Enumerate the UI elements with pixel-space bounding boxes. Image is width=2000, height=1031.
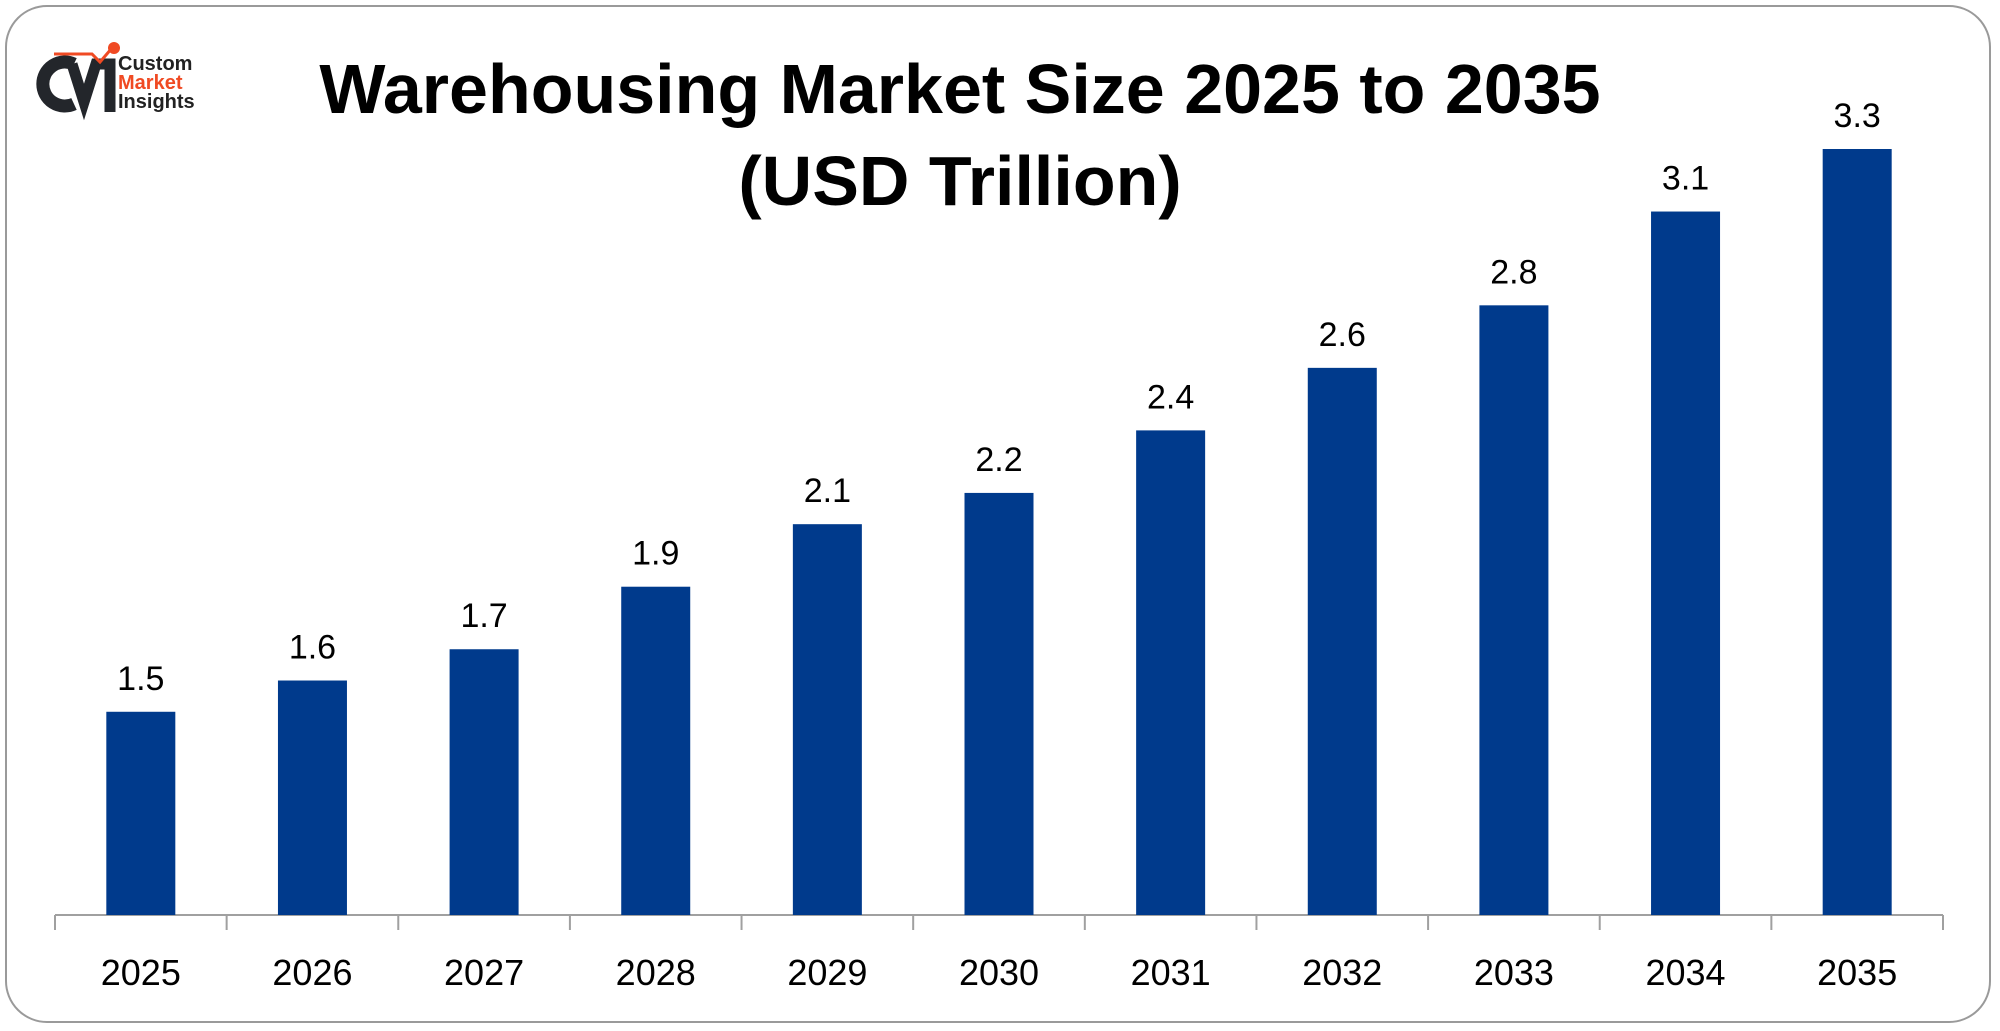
chart-frame [5, 5, 1991, 1023]
bar [1307, 367, 1377, 915]
x-tick-label: 2032 [1302, 952, 1382, 993]
bar [1479, 305, 1549, 915]
bar [1822, 149, 1892, 915]
logo [34, 42, 204, 122]
x-tick-label: 2029 [787, 952, 867, 993]
data-label: 2.8 [1490, 253, 1537, 291]
chart-title: Warehousing Market Size 2025 to 2035 [319, 50, 1601, 128]
cmi-logo-mark-icon [36, 42, 120, 121]
x-tick-label: 2035 [1817, 952, 1897, 993]
bar [1651, 211, 1721, 915]
chart-subtitle: (USD Trillion) [738, 142, 1182, 220]
bar [449, 649, 519, 915]
x-tick-label: 2026 [272, 952, 352, 993]
data-label: 2.2 [975, 441, 1022, 479]
bar [277, 680, 347, 915]
data-label: 1.7 [460, 597, 507, 635]
bar [792, 524, 862, 915]
logo-line-insights: Insights [118, 91, 195, 113]
data-label: 3.3 [1834, 97, 1881, 135]
data-label: 2.1 [804, 472, 851, 510]
logo-line-market: Market [118, 72, 183, 94]
logo-line-custom: Custom [118, 53, 193, 75]
data-label: 1.5 [117, 660, 164, 698]
bar [1136, 430, 1206, 915]
data-label: 3.1 [1662, 160, 1709, 198]
bar [106, 711, 176, 915]
bar [964, 492, 1034, 915]
x-tick-label: 2031 [1131, 952, 1211, 993]
data-label: 1.6 [289, 629, 336, 667]
x-tick-label: 2027 [444, 952, 524, 993]
x-tick-label: 2028 [616, 952, 696, 993]
data-label: 2.6 [1319, 316, 1366, 354]
logo-text: Custom Market Insights [118, 53, 195, 113]
x-tick-label: 2034 [1645, 952, 1725, 993]
bar [621, 586, 691, 915]
x-tick-label: 2033 [1474, 952, 1554, 993]
data-label: 2.4 [1147, 378, 1194, 416]
data-label: 1.9 [632, 535, 679, 573]
x-tick-label: 2030 [959, 952, 1039, 993]
x-tick-label: 2025 [101, 952, 181, 993]
